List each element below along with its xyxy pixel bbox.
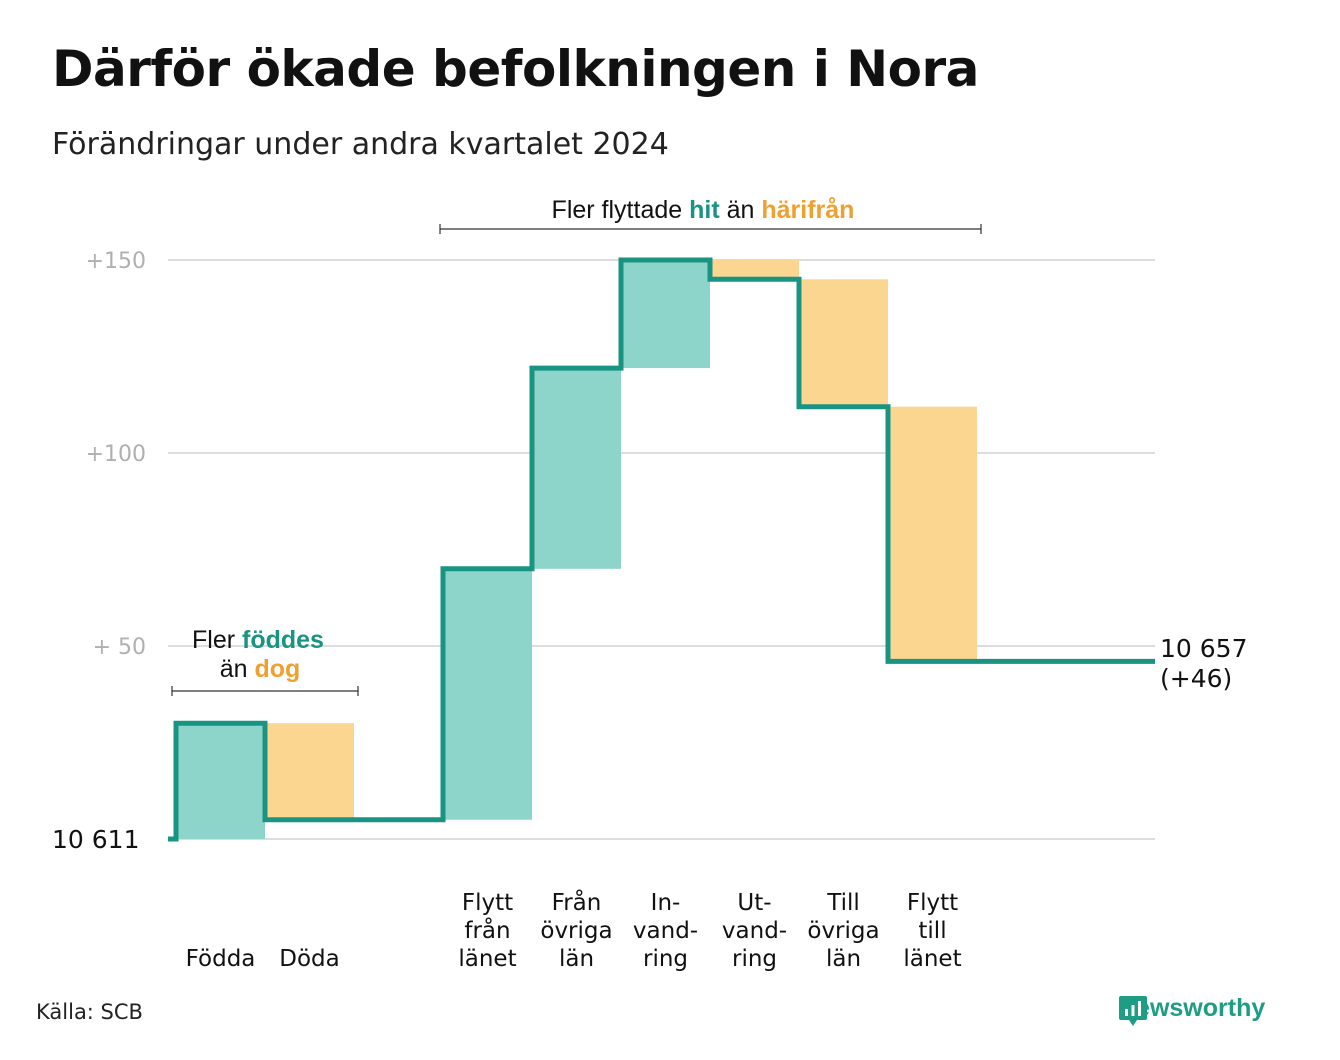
migration-bracket <box>439 224 982 234</box>
births-annotation-line2: än dog <box>220 655 301 683</box>
waterfall-bar <box>799 279 888 407</box>
migration-annotation: Fler flyttade hit än härifrån <box>552 196 855 224</box>
births-annotation-line1: Fler föddes <box>192 626 324 654</box>
category-label: län <box>826 946 861 972</box>
y-tick-label: + 50 <box>93 635 146 660</box>
category-label: länet <box>458 946 516 972</box>
chart-title: Därför ökade befolkningen i Nora <box>52 40 979 98</box>
waterfall-bar <box>621 260 710 369</box>
births-bracket <box>171 686 359 696</box>
newsworthy-logo: Newsworthy <box>1118 994 1265 1026</box>
category-label: Döda <box>279 946 339 972</box>
chart-subtitle: Förändringar under andra kvartalet 2024 <box>52 127 669 162</box>
category-label: län <box>559 946 594 972</box>
waterfall-bar <box>265 723 354 820</box>
start-value-label: 10 611 <box>52 825 139 854</box>
category-label: Ut- <box>737 890 771 916</box>
end-change-label: (+46) <box>1160 664 1232 693</box>
waterfall-bar <box>176 723 265 839</box>
category-label: Flytt <box>907 890 958 916</box>
category-label: till <box>918 918 946 944</box>
y-tick-label: +100 <box>86 442 146 467</box>
category-label: Till <box>826 890 860 916</box>
waterfall-bar <box>888 406 977 662</box>
y-tick-label: +150 <box>86 249 146 274</box>
waterfall-bar <box>532 368 621 569</box>
source-label: Källa: SCB <box>36 1000 143 1024</box>
category-label: In- <box>651 890 681 916</box>
waterfall-bar <box>710 260 799 280</box>
newsworthy-logo-icon <box>1119 996 1147 1026</box>
category-label: övriga <box>540 918 612 944</box>
category-label: ring <box>643 946 688 972</box>
category-label: vand- <box>722 918 787 944</box>
category-label: Från <box>552 888 602 916</box>
category-label: övriga <box>807 918 879 944</box>
category-label: Flytt <box>462 890 513 916</box>
waterfall-bar <box>443 568 532 820</box>
end-value-label: 10 657 <box>1160 634 1247 663</box>
category-label: länet <box>903 946 961 972</box>
category-label: Födda <box>186 946 256 972</box>
category-label: från <box>464 916 510 944</box>
category-label: vand- <box>633 918 698 944</box>
cumulative-step-line <box>168 257 1155 842</box>
category-label: ring <box>732 946 777 972</box>
